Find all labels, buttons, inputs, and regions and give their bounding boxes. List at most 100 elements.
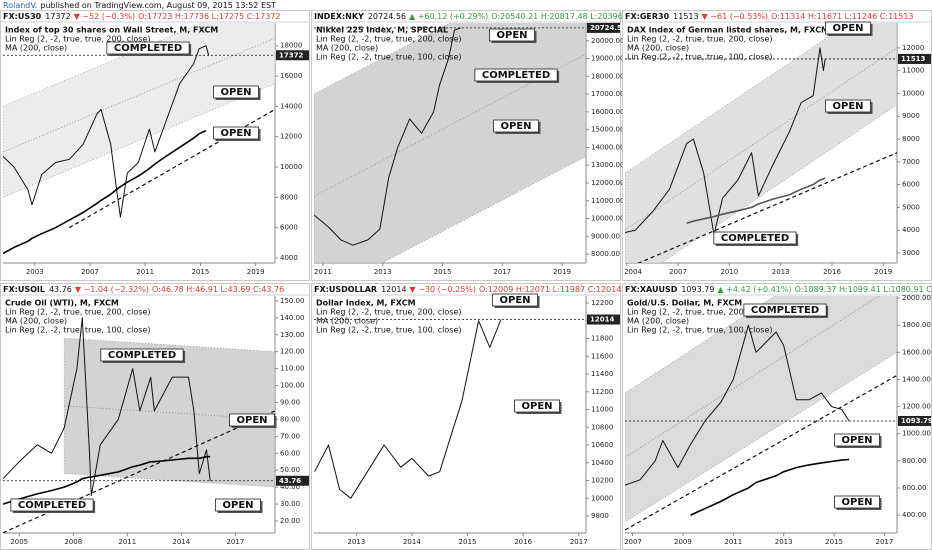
ohlc: O:20540.21 H:20817.48 L:20396.50 C:20724…	[491, 12, 674, 21]
change: ▼ −30 (−0.25%)	[410, 285, 476, 294]
annotation-box	[213, 85, 259, 99]
plot-area	[625, 23, 897, 263]
y-tick-label: 19000.00	[591, 55, 624, 63]
y-tick-label: 40.00	[280, 483, 300, 491]
chart-panel: FX:US30 17372 ▼ −52 (−0.3%) O:17723 H:17736…	[0, 10, 310, 281]
y-tick-label: 11400	[591, 370, 613, 378]
y-tick-label: 17000.00	[591, 90, 624, 98]
y-tick-label: 4000	[280, 254, 298, 262]
legend-entry: Lin Reg (2, -2, true, true, 200, close)	[5, 308, 150, 317]
chart-title: Index of top 30 shares on Wall Street, M…	[5, 26, 218, 35]
annotation-label: COMPLETED	[482, 70, 550, 81]
x-tick-label: 2017	[875, 538, 893, 546]
symbol: FX:USOIL	[3, 285, 45, 294]
annotation: COMPLETED	[106, 41, 192, 56]
y-tick-label: 8000	[280, 193, 298, 201]
y-tick-label: 90.00	[280, 398, 300, 406]
annotation: OPEN	[213, 85, 261, 100]
y-tick-label: 30.00	[280, 500, 300, 508]
annotation-label: OPEN	[500, 121, 531, 132]
annotation: OPEN	[514, 399, 562, 414]
annotation-label: OPEN	[521, 401, 552, 412]
y-tick-label: 50.00	[280, 466, 300, 474]
symbol-header: FX:GER30 11513 ▼ −61 (−0.53%) O:11314 H:116…	[625, 12, 914, 21]
y-tick-label: 11000	[902, 67, 924, 75]
x-tick-label: 2010	[720, 268, 738, 276]
legend-entry: Lin Reg (2, -2, true, true, 200, close)	[5, 35, 150, 44]
y-tick-label: 10600	[591, 441, 613, 449]
annotation: OPEN	[492, 293, 540, 308]
annotation-box	[713, 231, 797, 245]
y-tick-label: 600.00	[902, 484, 927, 492]
x-tick-label: 2011	[314, 268, 332, 276]
change: ▼ −52 (−0.3%)	[74, 12, 135, 21]
last-price-label: 11513	[901, 55, 925, 63]
chart-panel: FX:GER30 11513 ▼ −61 (−0.53%) O:11314 H:116…	[622, 10, 932, 281]
y-tick-label: 100.00	[280, 382, 305, 390]
y-tick-label: 6000	[902, 181, 920, 189]
legend-entry: Lin Reg (2, -2, true, true, 100, close)	[316, 326, 461, 335]
annotation: COMPLETED	[713, 231, 799, 246]
ohlc: O:12009 H:12071 L:11987 C:12014	[479, 285, 621, 294]
publish-line: RolandV. published on TradingView.com, Au…	[3, 1, 276, 10]
chart-panel: INDEX:NKY 20724.56 ▲ +60.12 (+0.29%) O:2054…	[311, 10, 674, 281]
annotation: COMPLETED	[100, 348, 186, 363]
chart-title: Crude Oil (WTI), M, FXCM	[5, 299, 119, 308]
annotation-box	[834, 433, 880, 447]
last-price-box	[587, 314, 620, 325]
quote: 12014	[381, 285, 406, 294]
last-price-box	[898, 415, 931, 426]
legend-entry: MA (200, close)	[316, 317, 378, 326]
chart-title: Gold/U.S. Dollar, M, FXCM	[627, 299, 742, 308]
symbol: FX:XAUUSD	[625, 285, 678, 294]
y-tick-label: 2000.00	[902, 294, 931, 302]
plot-area	[625, 296, 897, 531]
ohlc: O:46.78 H:46.91 L:43.69 C:43.76	[152, 285, 284, 294]
legend-entry: Lin Reg (2, -2, true, true, 200, close)	[316, 308, 461, 317]
y-tick-label: 80.00	[280, 415, 300, 423]
legend-entry: MA (200, close)	[5, 317, 67, 326]
legend-entry: Lin Reg (2, -2, true, true, 100, close)	[627, 53, 772, 62]
y-tick-label: 70.00	[280, 432, 300, 440]
y-tick-label: 12000	[902, 44, 924, 52]
ohlc: O:17723 H:17736 L:17275 C:17372	[138, 12, 280, 21]
moving-average	[3, 129, 207, 255]
symbol-header: INDEX:NKY 20724.56 ▲ +60.12 (+0.29%) O:2054…	[314, 12, 674, 21]
x-tick-label: 2007	[81, 268, 99, 276]
symbol: FX:US30	[3, 12, 42, 21]
price-line	[3, 317, 211, 497]
channel-midline	[64, 405, 275, 420]
annotation-label: OPEN	[236, 415, 267, 426]
publisher[interactable]: RolandV.	[3, 1, 37, 10]
last-price-box	[276, 50, 309, 61]
x-tick-label: 2013	[772, 268, 790, 276]
quote: 20724.56	[368, 12, 406, 21]
price-line	[3, 45, 210, 218]
y-tick-label: 60.00	[280, 449, 300, 457]
y-tick-label: 11600	[591, 352, 613, 360]
quote: 1093.79	[681, 285, 714, 294]
y-tick-label: 4000	[902, 226, 920, 234]
x-tick-label: 2017	[493, 268, 511, 276]
y-tick-label: 20000.00	[591, 37, 624, 45]
y-tick-label: 10000	[280, 163, 302, 171]
last-price-box	[587, 22, 620, 33]
annotation-label: COMPLETED	[721, 233, 789, 244]
x-tick-label: 2008	[64, 538, 82, 546]
y-tick-label: 8000.00	[591, 250, 620, 258]
chart-panel: FX:USOIL 43.76 ▼ −1.04 (−2.32%) O:46.78 H:4…	[0, 283, 310, 550]
channel-midline	[3, 37, 275, 153]
symbol-header: FX:USOIL 43.76 ▼ −1.04 (−2.32%) O:46.78 H:4…	[3, 285, 284, 294]
annotation: OPEN	[489, 28, 537, 43]
annotation-label: OPEN	[832, 23, 863, 34]
x-tick-label: 2016	[823, 268, 841, 276]
ohlc: O:11314 H:11671 L:11246 C:11513	[771, 12, 913, 21]
y-tick-label: 3000	[902, 249, 920, 257]
y-tick-label: 14000.00	[591, 143, 624, 151]
price-line	[625, 324, 850, 486]
regression-channel	[625, 296, 897, 523]
annotation-box	[825, 21, 871, 35]
chart-title: Nikkei 225 Index, M, SPECIAL	[316, 26, 448, 35]
y-tick-label: 7000	[902, 158, 920, 166]
chart-panel: FX:XAUUSD 1093.79 ▲ +4.42 (+0.41%) O:1089.3…	[622, 283, 932, 550]
